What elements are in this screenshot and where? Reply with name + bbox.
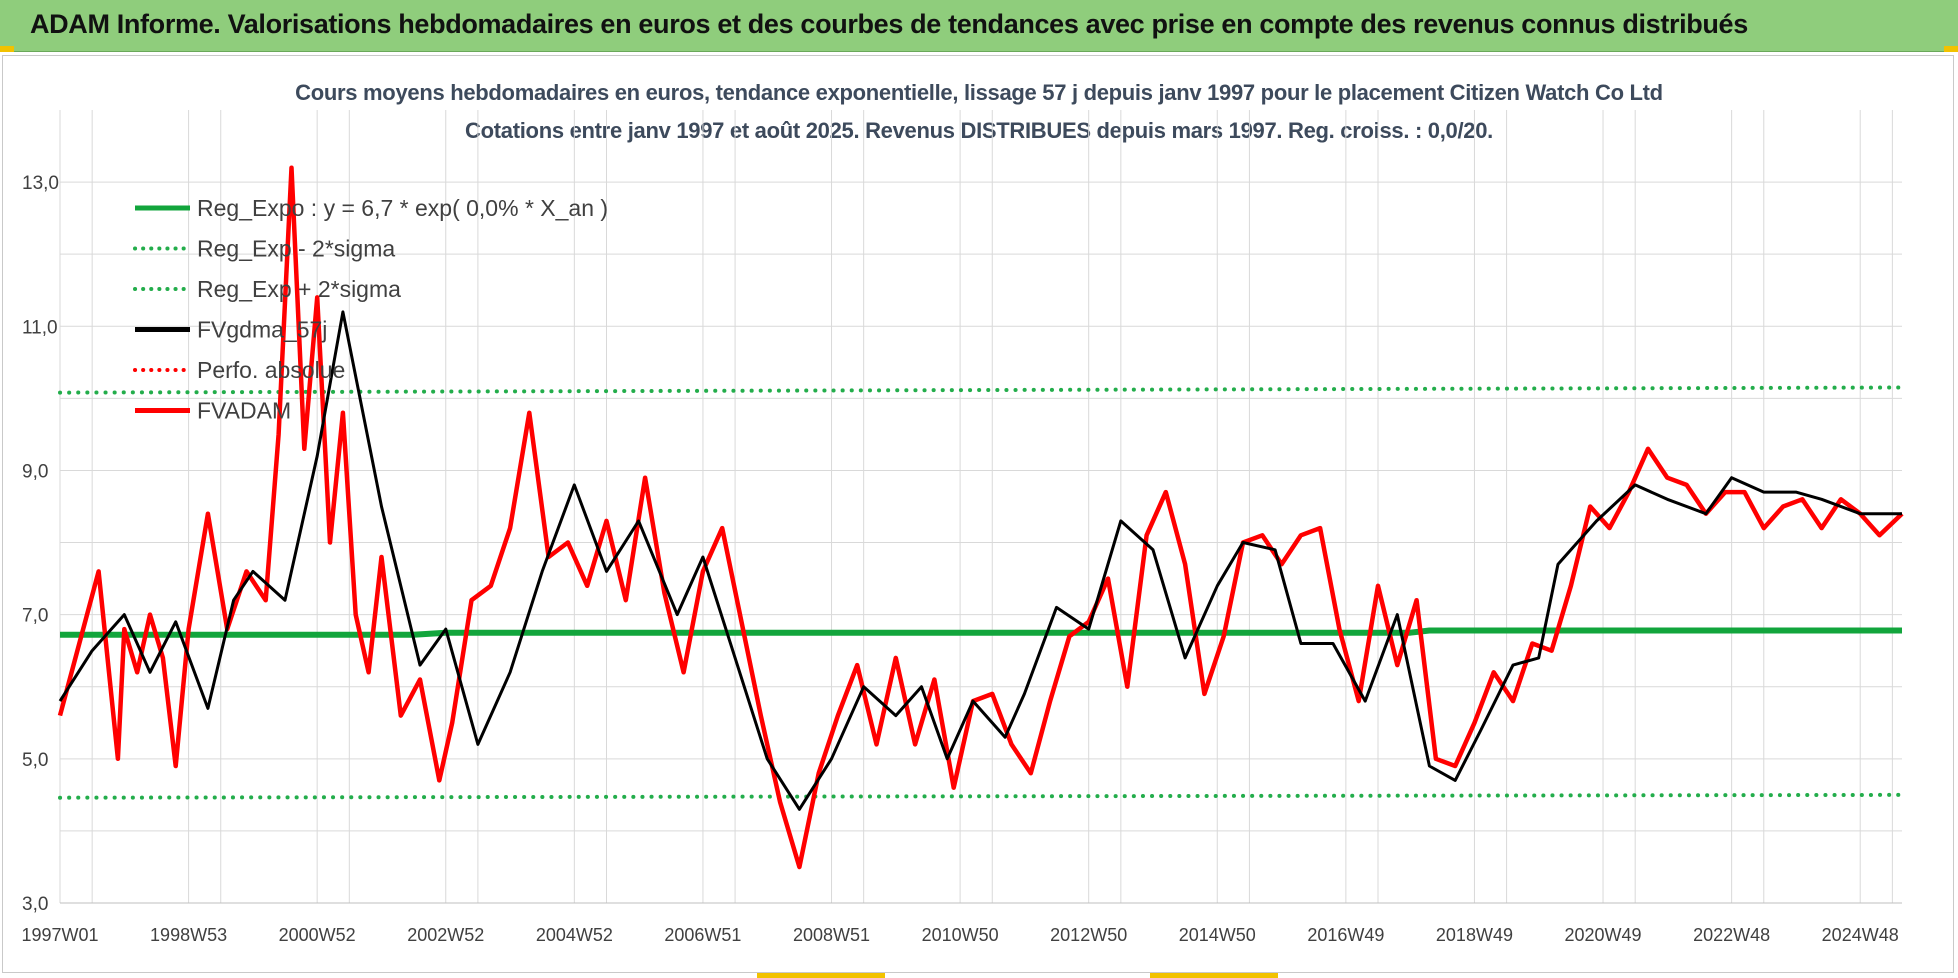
x-axis-labels: 1997W01 1998W53 2000W52 2002W52 2004W52 2006W… [21,925,1898,945]
x-tick-label: 2002W52 [407,925,484,945]
report-banner: ADAM Informe. Valorisations hebdomadaire… [0,0,1958,52]
x-tick-label: 2014W50 [1179,925,1256,945]
x-tick-label: 2000W52 [279,925,356,945]
chart-subtitle: Cotations entre janv 1997 et août 2025. … [465,118,1493,143]
x-tick-label: 2008W51 [793,925,870,945]
chart-grid [59,110,1902,904]
x-tick-label: 1998W53 [150,925,227,945]
reg-minus-2sigma-line [58,792,1904,800]
reg-expo-line [60,627,1902,638]
legend-label: Perfo. absolue [197,357,345,383]
x-tick-label: 2016W49 [1307,925,1384,945]
y-tick-label: 5,0 [22,750,48,771]
fvadam-line [57,165,1904,870]
legend-label: Reg_Expo : y = 6,7 * exp( 0,0% * X_an ) [197,195,608,221]
x-tick-label: 1997W01 [21,925,98,945]
chart-series [57,165,1904,870]
x-tick-label: 2018W49 [1436,925,1513,945]
corner-accent-bottom-1 [757,972,885,978]
x-tick-label: 2022W48 [1693,925,1770,945]
corner-accent-top-right [1944,46,1958,52]
legend-label: FVADAM [197,398,291,424]
chart-legend: Reg_Expo : y = 6,7 * exp( 0,0% * X_an ) R… [133,195,608,424]
fvgdma-57j-line [58,310,1902,811]
y-tick-label: 7,0 [22,606,48,627]
report-title: ADAM Informe. Valorisations hebdomadaire… [30,9,1748,39]
chart-title: Cours moyens hebdomadaires en euros, ten… [295,80,1663,105]
y-tick-label: 11,0 [22,317,58,338]
legend-label: Reg_Exp - 2*sigma [197,236,395,262]
legend-label: Reg_Exp + 2*sigma [197,276,401,302]
corner-accent-bottom-2 [1150,972,1278,978]
legend-label: FVgdma_57j [197,317,327,343]
x-tick-label: 2006W51 [664,925,741,945]
x-tick-label: 2012W50 [1050,925,1127,945]
y-tick-label: 9,0 [22,461,48,482]
y-tick-label: 3,0 [22,894,48,915]
corner-accent-top-left [0,46,14,52]
y-tick-label: 13,0 [22,173,59,194]
x-tick-label: 2020W49 [1565,925,1642,945]
x-tick-label: 2024W48 [1822,925,1899,945]
chart-frame [2,55,1954,973]
x-tick-label: 2010W50 [922,925,999,945]
y-axis-labels: 3,0 5,0 7,0 9,0 11,0 13,0 [22,173,59,915]
reg-plus-2sigma-line [58,385,1904,395]
x-tick-label: 2004W52 [536,925,613,945]
